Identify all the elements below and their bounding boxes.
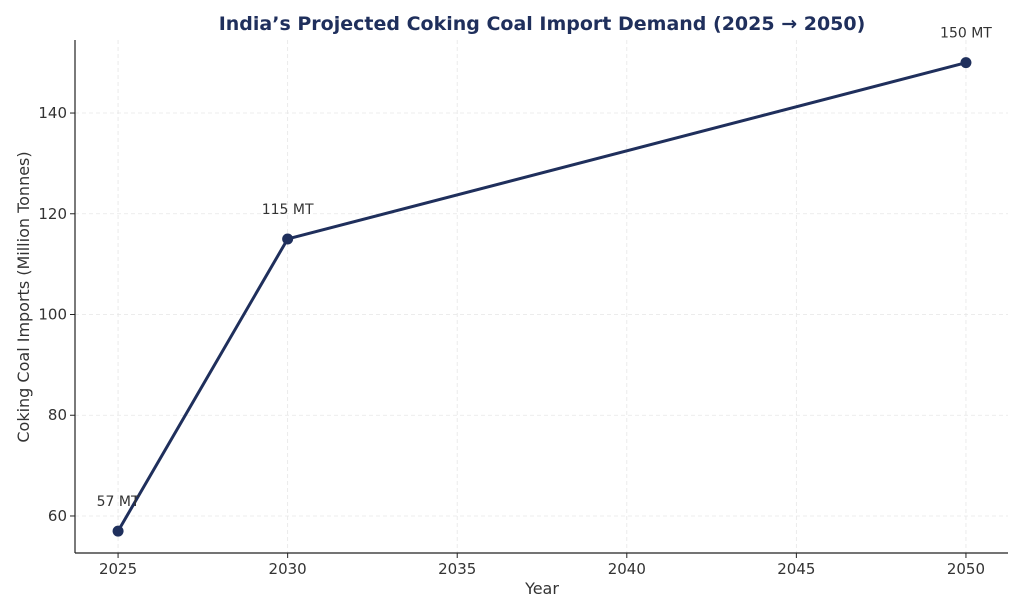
axis-ticks: 2025 2030 2035 2040 2045 2050 60 80 100 120 140 — [38, 104, 985, 578]
data-point — [112, 525, 124, 537]
x-tick-label: 2050 — [947, 560, 985, 578]
y-tick-label: 100 — [38, 306, 67, 324]
y-tick-label: 80 — [48, 406, 67, 424]
data-point — [282, 233, 294, 245]
data-label: 150 MT — [940, 26, 992, 42]
data-label: 115 MT — [262, 202, 314, 218]
data-point — [960, 57, 972, 69]
x-tick-label: 2045 — [777, 560, 815, 578]
x-axis-label: Year — [524, 579, 559, 598]
y-axis-label: Coking Coal Imports (Million Tonnes) — [14, 151, 33, 442]
x-tick-label: 2040 — [608, 560, 646, 578]
y-tick-label: 120 — [38, 205, 67, 223]
y-tick-label: 60 — [48, 507, 67, 525]
y-tick-label: 140 — [38, 104, 67, 122]
x-tick-label: 2030 — [269, 560, 307, 578]
x-tick-label: 2035 — [438, 560, 476, 578]
x-tick-label: 2025 — [99, 560, 137, 578]
data-label: 57 MT — [97, 494, 140, 510]
series-group: 57 MT 115 MT 150 MT — [97, 26, 992, 537]
series-line — [116, 61, 967, 532]
grid — [75, 40, 1008, 553]
chart-title: India’s Projected Coking Coal Import Dem… — [219, 13, 866, 35]
